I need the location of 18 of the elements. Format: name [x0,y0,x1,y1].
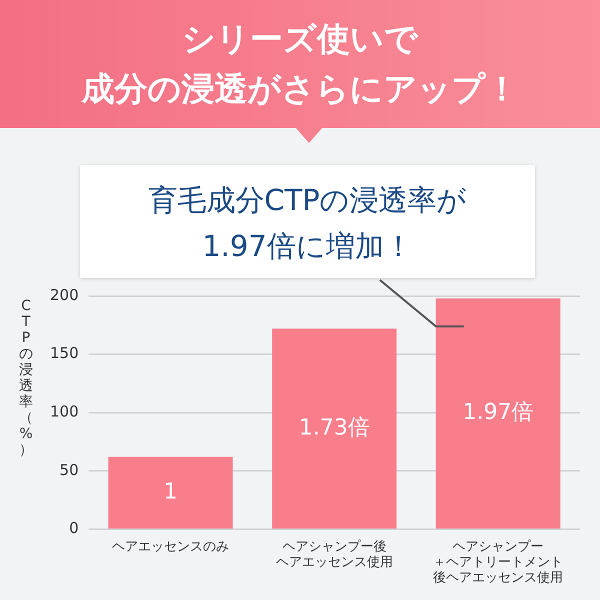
x-tick-label: ヘアエッセンスのみ [112,539,230,554]
y-tick-label: 100 [50,402,79,420]
chart-title: シリーズ使いで [181,18,420,60]
chart-subtitle: 成分の浸透がさらにアップ！ [80,68,520,110]
y-tick-label: 200 [50,286,79,304]
x-tick-label: ヘアシャンプー＋ヘアトリートメント後ヘアエッセンス使用 [433,539,564,586]
annotation: 1 [164,479,178,504]
y-tick-label: 50 [60,460,79,479]
annotation: 1.97倍 [462,400,534,426]
y-tick-label: 0 [69,519,79,538]
bar [436,298,560,528]
bar [272,328,397,528]
y-tick-label: 150 [50,344,79,362]
text: 育毛成分CTPの浸透率が1.97倍に増加！ [147,182,468,265]
text: CTPの浸透率（%） [19,298,33,458]
bar [108,456,233,528]
x-tick-label: ヘアシャンプー後ヘアエッセンス使用 [276,539,393,570]
annotation: 1.73倍 [298,415,370,440]
